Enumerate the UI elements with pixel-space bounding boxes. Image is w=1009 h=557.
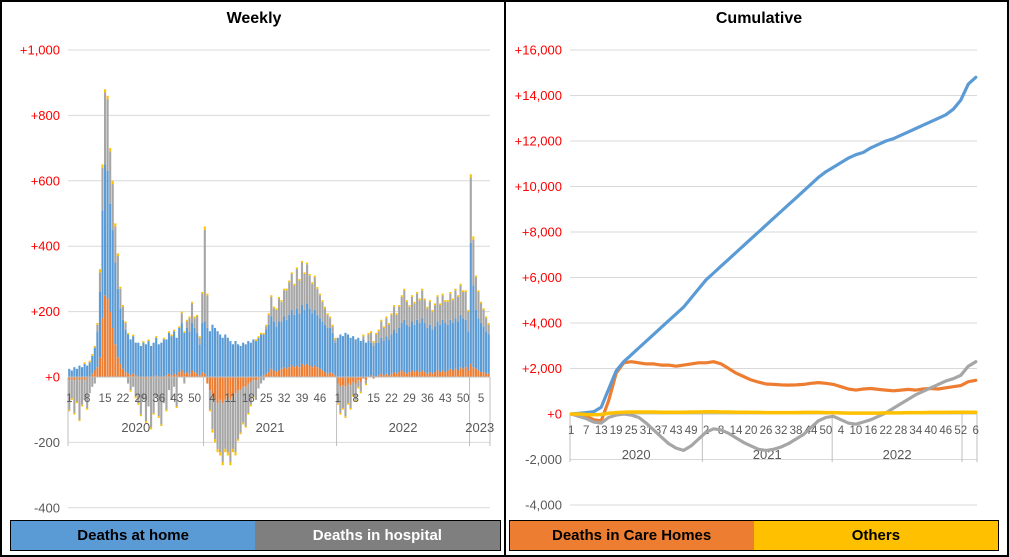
svg-text:40: 40: [924, 425, 937, 437]
svg-text:22: 22: [117, 393, 130, 405]
weekly-chart-panel: Weekly +1,000 +800 +600 +400 +200 +0 -200 -400 1…: [4, 4, 504, 517]
svg-text:46: 46: [939, 425, 952, 437]
svg-text:25: 25: [260, 393, 273, 405]
svg-text:50: 50: [188, 393, 201, 405]
svg-text:25: 25: [625, 425, 638, 437]
legend-item-deaths-in-care-homes: Deaths in Care Homes: [509, 521, 754, 550]
svg-text:+800: +800: [31, 108, 60, 123]
svg-text:29: 29: [403, 393, 416, 405]
svg-text:+12,000: +12,000: [515, 134, 562, 149]
svg-text:-200: -200: [34, 435, 60, 450]
svg-text:1: 1: [66, 393, 72, 405]
svg-text:16: 16: [864, 425, 877, 437]
svg-text:+14,000: +14,000: [515, 88, 562, 103]
svg-text:50: 50: [457, 393, 470, 405]
legend-group-right: Deaths in Care Homes Others: [508, 520, 999, 551]
svg-text:32: 32: [278, 393, 291, 405]
cumulative-chart-panel: Cumulative +16,000 +14,000 +12,000 +10,000 +…: [509, 4, 1007, 517]
svg-text:43: 43: [670, 425, 683, 437]
svg-text:1: 1: [568, 425, 574, 437]
svg-text:32: 32: [775, 425, 788, 437]
svg-text:36: 36: [421, 393, 434, 405]
cumulative-line-chart: +16,000 +14,000 +12,000 +10,000 +8,000 +6,000…: [515, 43, 979, 513]
svg-text:14: 14: [730, 425, 743, 437]
svg-text:8: 8: [353, 393, 359, 405]
svg-text:28: 28: [894, 425, 907, 437]
svg-text:34: 34: [909, 425, 922, 437]
svg-text:15: 15: [367, 393, 380, 405]
svg-text:26: 26: [760, 425, 773, 437]
svg-text:43: 43: [170, 393, 183, 405]
svg-text:+10,000: +10,000: [515, 179, 562, 194]
svg-text:29: 29: [134, 393, 147, 405]
cumulative-chart-title: Cumulative: [715, 10, 803, 27]
svg-text:+600: +600: [31, 173, 60, 188]
svg-text:+400: +400: [31, 239, 60, 254]
panel-divider: [504, 2, 506, 555]
svg-text:19: 19: [610, 425, 623, 437]
svg-text:36: 36: [152, 393, 165, 405]
svg-text:11: 11: [224, 393, 236, 405]
svg-text:2021: 2021: [256, 420, 285, 435]
chart-legend: Deaths at home Deaths in hospital Deaths…: [4, 520, 1005, 551]
svg-text:+8,000: +8,000: [522, 225, 562, 240]
svg-text:+0: +0: [45, 370, 60, 385]
svg-text:+6,000: +6,000: [522, 270, 562, 285]
svg-text:+16,000: +16,000: [515, 43, 562, 58]
svg-text:49: 49: [685, 425, 698, 437]
legend-item-deaths-at-home: Deaths at home: [11, 521, 256, 550]
svg-text:13: 13: [595, 425, 608, 437]
svg-text:+200: +200: [31, 304, 60, 319]
svg-text:-2,000: -2,000: [525, 452, 562, 467]
legend-item-deaths-in-hospital: Deaths in hospital: [255, 521, 500, 550]
svg-text:+1,000: +1,000: [20, 43, 60, 58]
svg-text:2022: 2022: [883, 447, 912, 462]
svg-text:10: 10: [850, 425, 863, 437]
svg-text:44: 44: [805, 425, 818, 437]
svg-text:22: 22: [385, 393, 398, 405]
svg-text:-400: -400: [34, 500, 60, 515]
svg-text:6: 6: [973, 425, 979, 437]
svg-text:4: 4: [838, 425, 845, 437]
svg-text:5: 5: [478, 393, 484, 405]
svg-text:7: 7: [583, 425, 589, 437]
svg-text:20: 20: [745, 425, 758, 437]
svg-text:18: 18: [242, 393, 255, 405]
svg-text:46: 46: [314, 393, 327, 405]
svg-text:50: 50: [820, 425, 833, 437]
svg-text:15: 15: [99, 393, 112, 405]
svg-text:8: 8: [84, 393, 90, 405]
legend-group-left: Deaths at home Deaths in hospital: [10, 520, 501, 551]
svg-text:52: 52: [954, 425, 967, 437]
weekly-chart-title: Weekly: [226, 10, 282, 27]
svg-text:2022: 2022: [389, 420, 418, 435]
svg-text:4: 4: [209, 393, 216, 405]
legend-item-others: Others: [753, 521, 998, 550]
svg-text:-4,000: -4,000: [525, 498, 562, 513]
svg-text:22: 22: [879, 425, 892, 437]
svg-text:38: 38: [790, 425, 803, 437]
legend-right-half: Deaths in Care Homes Others: [505, 520, 1006, 551]
svg-text:+4,000: +4,000: [522, 316, 562, 331]
svg-text:2020: 2020: [121, 420, 150, 435]
svg-text:1: 1: [335, 393, 341, 405]
svg-text:2023: 2023: [465, 420, 494, 435]
legend-left-half: Deaths at home Deaths in hospital: [4, 520, 505, 551]
svg-text:39: 39: [296, 393, 309, 405]
svg-text:43: 43: [439, 393, 452, 405]
svg-text:+0: +0: [547, 407, 562, 422]
svg-text:+2,000: +2,000: [522, 361, 562, 376]
svg-text:2020: 2020: [622, 447, 651, 462]
